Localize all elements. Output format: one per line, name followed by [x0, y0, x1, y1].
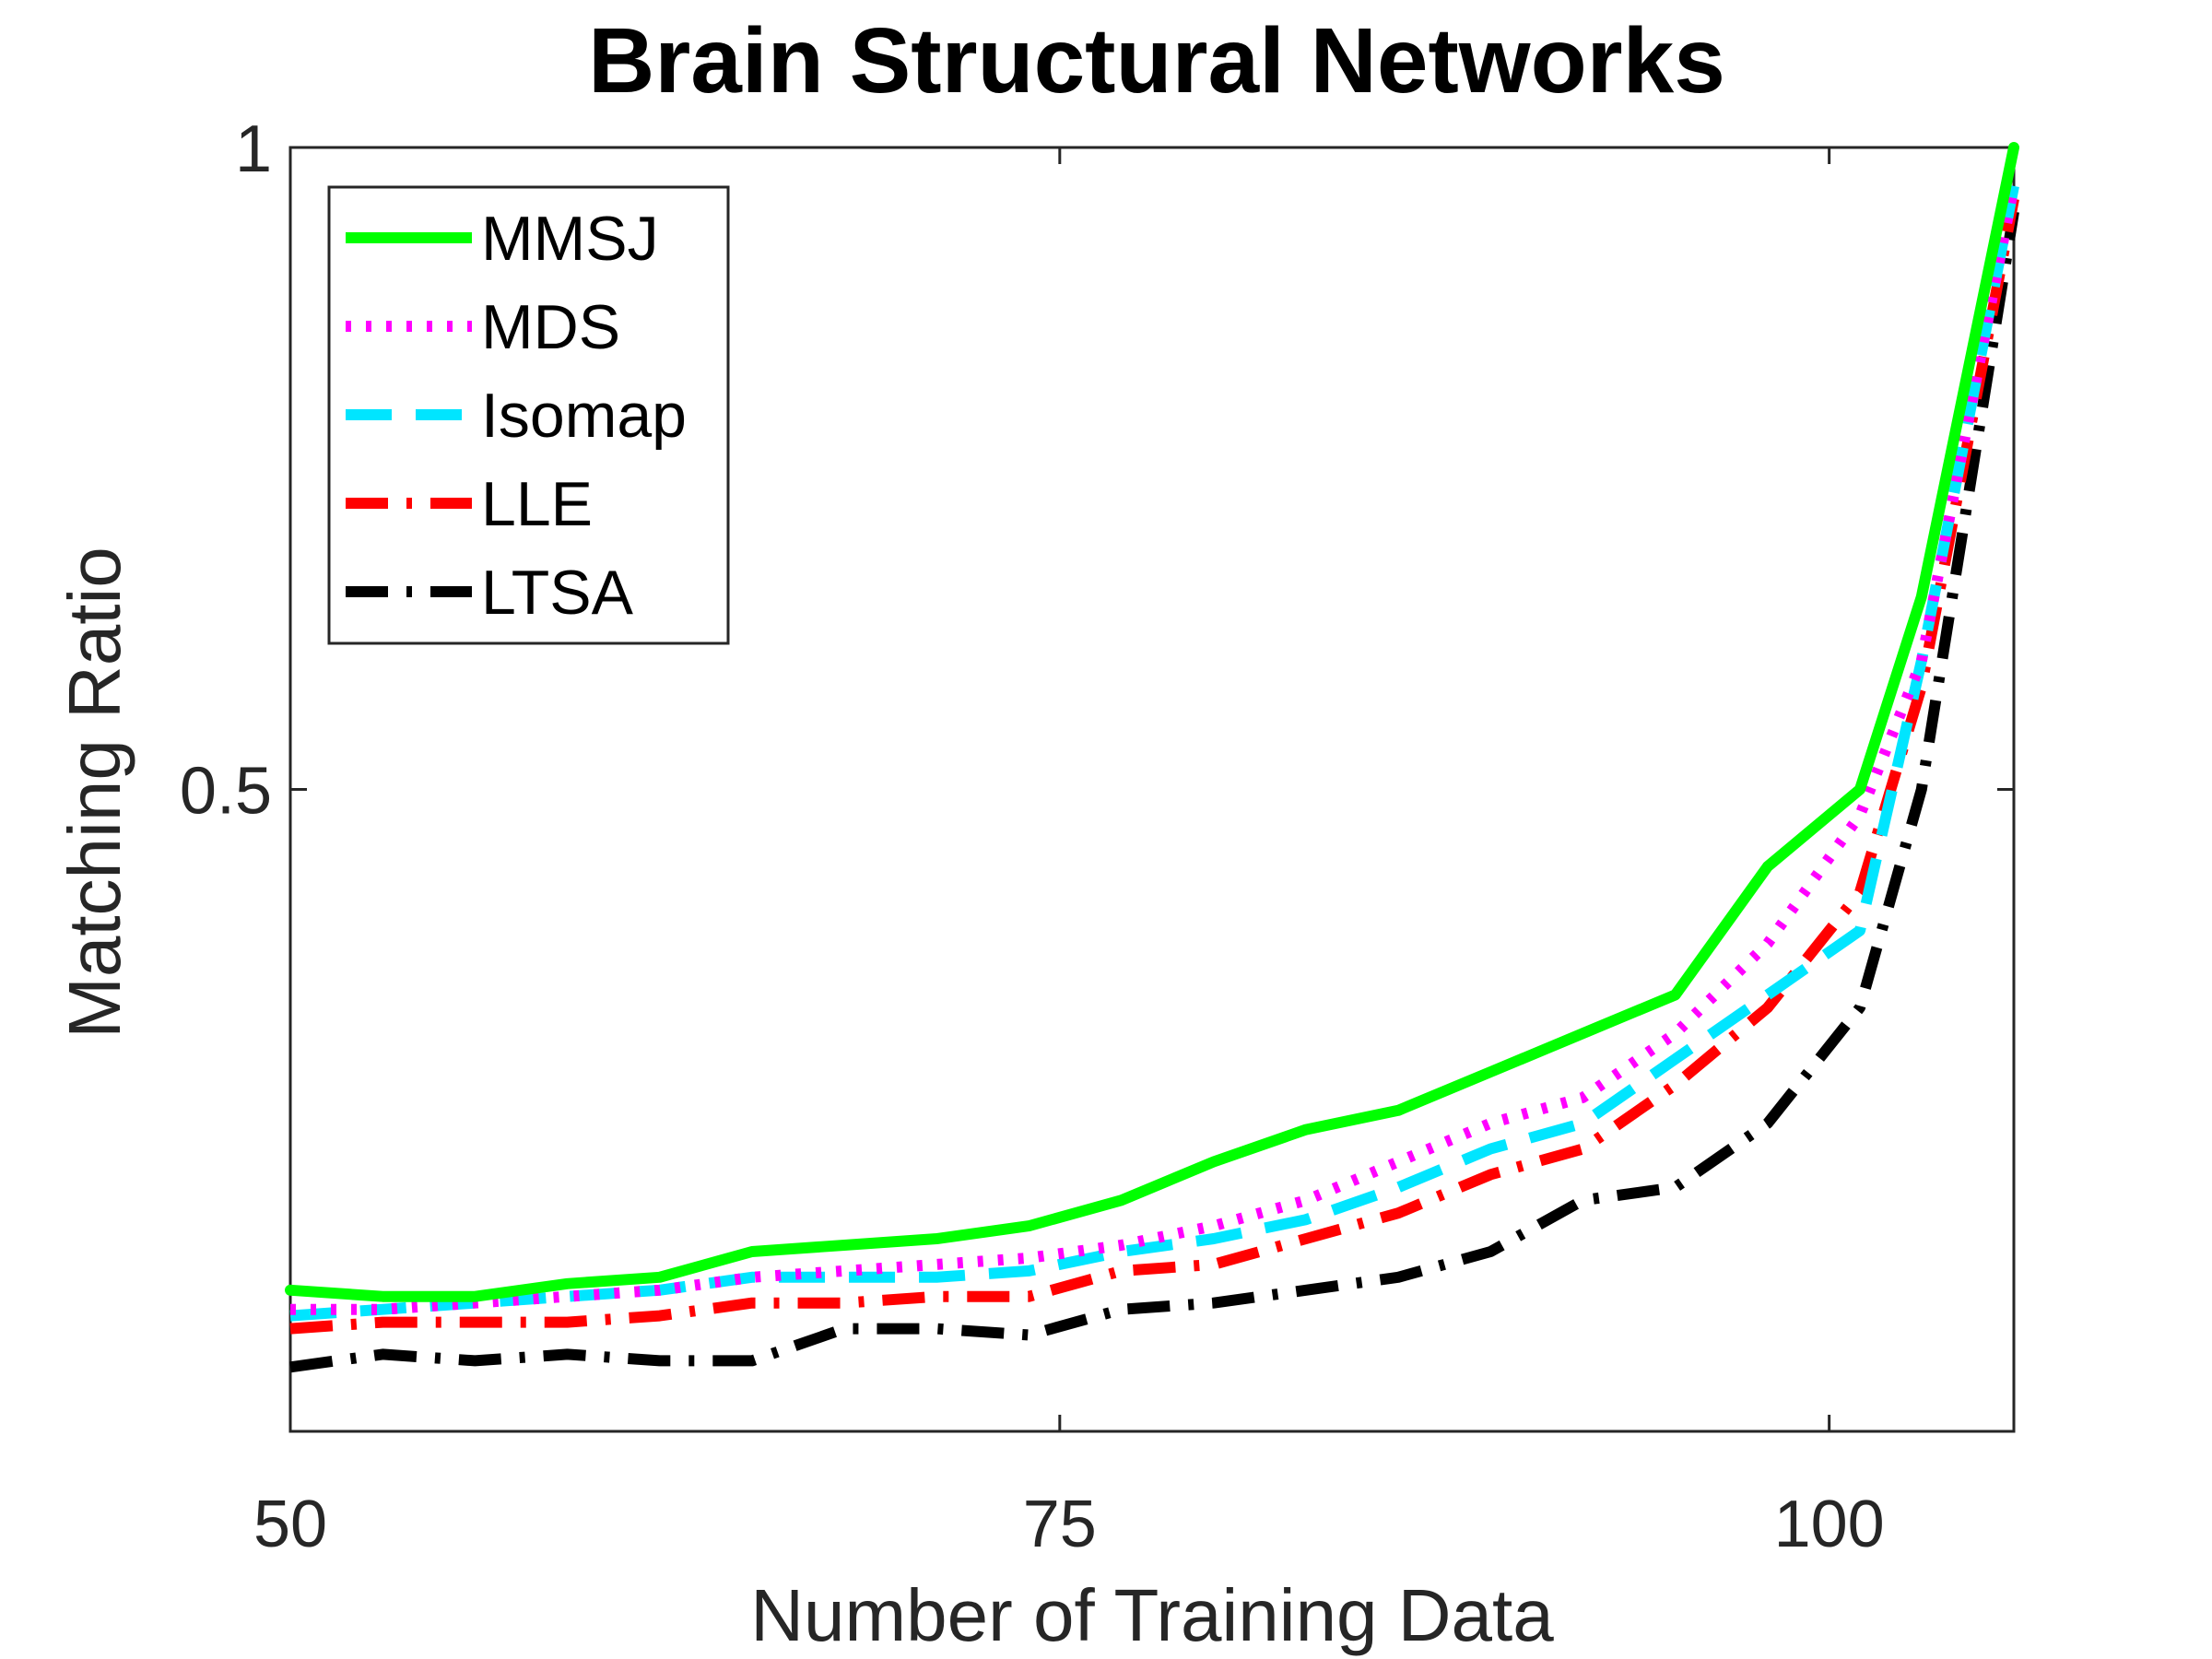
x-tick-label: 100	[1774, 1488, 1885, 1561]
legend-box	[327, 185, 730, 645]
y-axis-label: Matching Ratio	[53, 547, 135, 1039]
series-line-mmsj	[285, 142, 2019, 1302]
legend-entries: MMSJ MDS Isomap LLE LTSA	[346, 204, 687, 628]
legend: MMSJ MDS Isomap LLE LTSA	[327, 185, 730, 645]
legend-label-mds: MDS	[481, 292, 620, 362]
series-line-ltsa	[289, 210, 2019, 1373]
y-tick-label: 0.5	[180, 755, 272, 829]
x-axis-label: Number of Training Data	[750, 1574, 1554, 1656]
legend-label-mmsj: MMSJ	[481, 204, 659, 274]
legend-label-lle: LLE	[481, 469, 593, 539]
ticks-layer: 50 75 100 0.5 1	[180, 112, 2014, 1561]
series-line-lle	[289, 197, 2019, 1335]
series-layer	[285, 142, 2019, 1373]
legend-label-ltsa: LTSA	[481, 558, 634, 628]
x-tick-label: 50	[253, 1488, 327, 1561]
x-tick-label: 75	[1023, 1488, 1097, 1561]
series-line-isomap	[289, 184, 2019, 1322]
chart-title: Brain Structural Networks	[588, 9, 1725, 112]
y-tick-label: 1	[235, 112, 272, 186]
legend-label-isomap: Isomap	[481, 381, 687, 451]
